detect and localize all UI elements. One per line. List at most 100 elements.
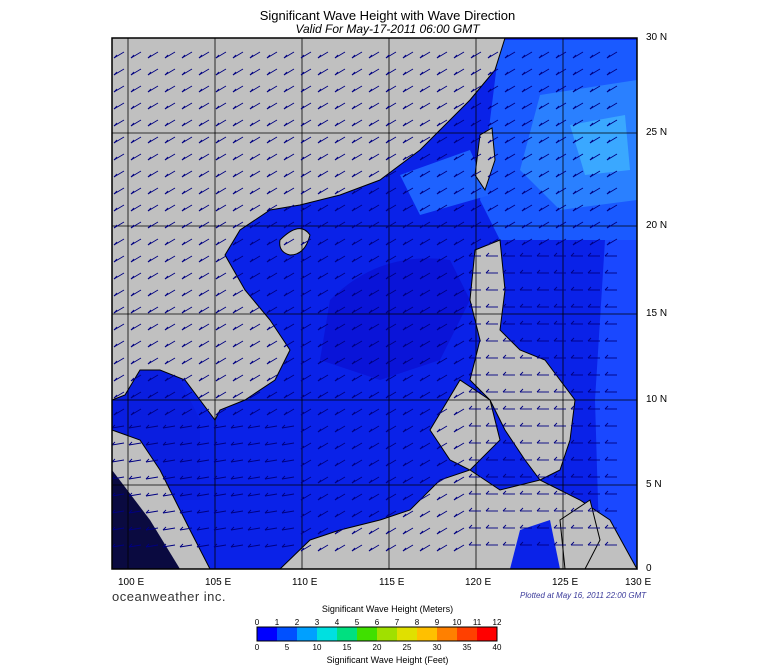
wave-direction-arrow [317, 374, 329, 382]
wave-direction-arrow [249, 85, 261, 93]
wave-direction-arrow [351, 272, 363, 280]
wave-direction-arrow [215, 306, 227, 314]
wave-direction-arrowhead [181, 343, 186, 348]
wave-direction-arrow [334, 204, 346, 212]
wave-direction-arrowhead [128, 526, 133, 531]
wave-zone-medium [400, 150, 490, 215]
wave-direction-arrowhead [402, 343, 407, 348]
wave-direction-arrow [266, 391, 278, 399]
wave-direction-arrow [334, 476, 346, 484]
wave-direction-arrow [436, 102, 448, 110]
wave-direction-arrowhead [604, 507, 609, 512]
wave-direction-arrow [181, 221, 193, 229]
wave-direction-arrowhead [419, 496, 424, 501]
wave-direction-arrow [196, 442, 210, 446]
wave-direction-arrow [453, 136, 465, 144]
wave-direction-arrow [317, 238, 329, 246]
wave-zone-highest [570, 115, 630, 175]
wave-direction-arrow [162, 544, 176, 548]
wave-direction-arrow [351, 442, 363, 450]
wave-direction-arrowhead [587, 337, 592, 342]
lon-tick-label: 105 E [205, 577, 232, 588]
wave-direction-arrow [385, 238, 397, 246]
wave-direction-arrowhead [351, 54, 356, 59]
wave-direction-arrowhead [385, 122, 390, 127]
wave-direction-arrowhead [164, 309, 169, 314]
wave-direction-arrow [470, 153, 482, 161]
wave-direction-arrowhead [468, 490, 473, 495]
wave-direction-arrowhead [249, 190, 254, 195]
wave-direction-arrowhead [487, 224, 492, 229]
wave-direction-arrowhead [334, 343, 339, 348]
wave-direction-arrow [281, 544, 295, 548]
wave-direction-arrowhead [468, 422, 473, 427]
wave-direction-arrowhead [572, 190, 577, 195]
wave-direction-arrow [453, 51, 465, 59]
wave-direction-arrow [164, 102, 176, 110]
wave-direction-arrow [487, 238, 499, 246]
wave-direction-arrow [385, 374, 397, 382]
wave-direction-arrowhead [266, 71, 271, 76]
wave-direction-arrowhead [419, 343, 424, 348]
wave-direction-arrowhead [215, 224, 220, 229]
wave-direction-arrow [334, 136, 346, 144]
wave-direction-arrowhead [572, 207, 577, 212]
wave-direction-arrow [213, 527, 227, 531]
wave-direction-arrowhead [436, 207, 441, 212]
wave-direction-arrowhead [402, 513, 407, 518]
wave-direction-arrowhead [281, 475, 286, 480]
wave-direction-arrowhead [266, 224, 271, 229]
wave-direction-arrow [215, 51, 227, 59]
wave-direction-arrow [368, 544, 380, 552]
wave-direction-arrow [283, 170, 295, 178]
wave-direction-arrow [300, 544, 312, 552]
wave-direction-arrowhead [249, 122, 254, 127]
wave-direction-arrowhead [198, 139, 203, 144]
wave-direction-arrowhead [351, 105, 356, 110]
wave-direction-arrow [232, 119, 244, 127]
wave-direction-arrowhead [232, 105, 237, 110]
wave-direction-arrow [249, 357, 261, 365]
wave-direction-arrowhead [334, 122, 339, 127]
wave-direction-arrow [351, 51, 363, 59]
wave-direction-arrow [368, 119, 380, 127]
wave-direction-arrow [162, 493, 176, 497]
wave-direction-arrow [419, 136, 431, 144]
wave-direction-arrowhead [232, 190, 237, 195]
wave-direction-arrow [572, 68, 584, 76]
wave-direction-arrowhead [536, 490, 541, 495]
wave-direction-arrow [538, 221, 550, 229]
wave-direction-arrowhead [283, 258, 288, 263]
wave-direction-arrowhead [487, 71, 492, 76]
colorbar-feet-tick: 15 [342, 643, 352, 652]
wave-direction-arrow [300, 306, 312, 314]
wave-direction-arrowhead [604, 320, 609, 325]
wave-direction-arrow [436, 289, 448, 297]
wave-direction-arrow [147, 85, 159, 93]
wave-direction-arrow [368, 272, 380, 280]
wave-direction-arrowhead [230, 509, 235, 514]
wave-direction-arrowhead [147, 207, 152, 212]
wave-direction-arrowhead [264, 424, 269, 429]
wave-direction-arrowhead [266, 343, 271, 348]
wave-direction-arrowhead [487, 54, 492, 59]
wave-direction-arrowhead [570, 507, 575, 512]
wave-direction-arrow [385, 527, 397, 535]
wave-direction-arrowhead [147, 224, 152, 229]
wave-direction-arrowhead [536, 320, 541, 325]
wave-direction-arrowhead [300, 241, 305, 246]
wave-direction-arrow [334, 459, 346, 467]
wave-direction-arrowhead [504, 173, 509, 178]
wave-direction-arrow [606, 204, 618, 212]
wave-direction-arrow [198, 68, 210, 76]
wave-direction-arrowhead [502, 422, 507, 427]
wave-direction-arrow [247, 510, 261, 514]
wave-direction-arrow [300, 85, 312, 93]
wave-direction-arrowhead [555, 207, 560, 212]
wave-direction-arrowhead [436, 530, 441, 535]
wave-direction-arrowhead [453, 241, 458, 246]
wave-direction-arrow [436, 153, 448, 161]
wave-direction-arrowhead [317, 326, 322, 331]
wave-direction-arrowhead [604, 524, 609, 529]
wave-direction-arrowhead [317, 156, 322, 161]
